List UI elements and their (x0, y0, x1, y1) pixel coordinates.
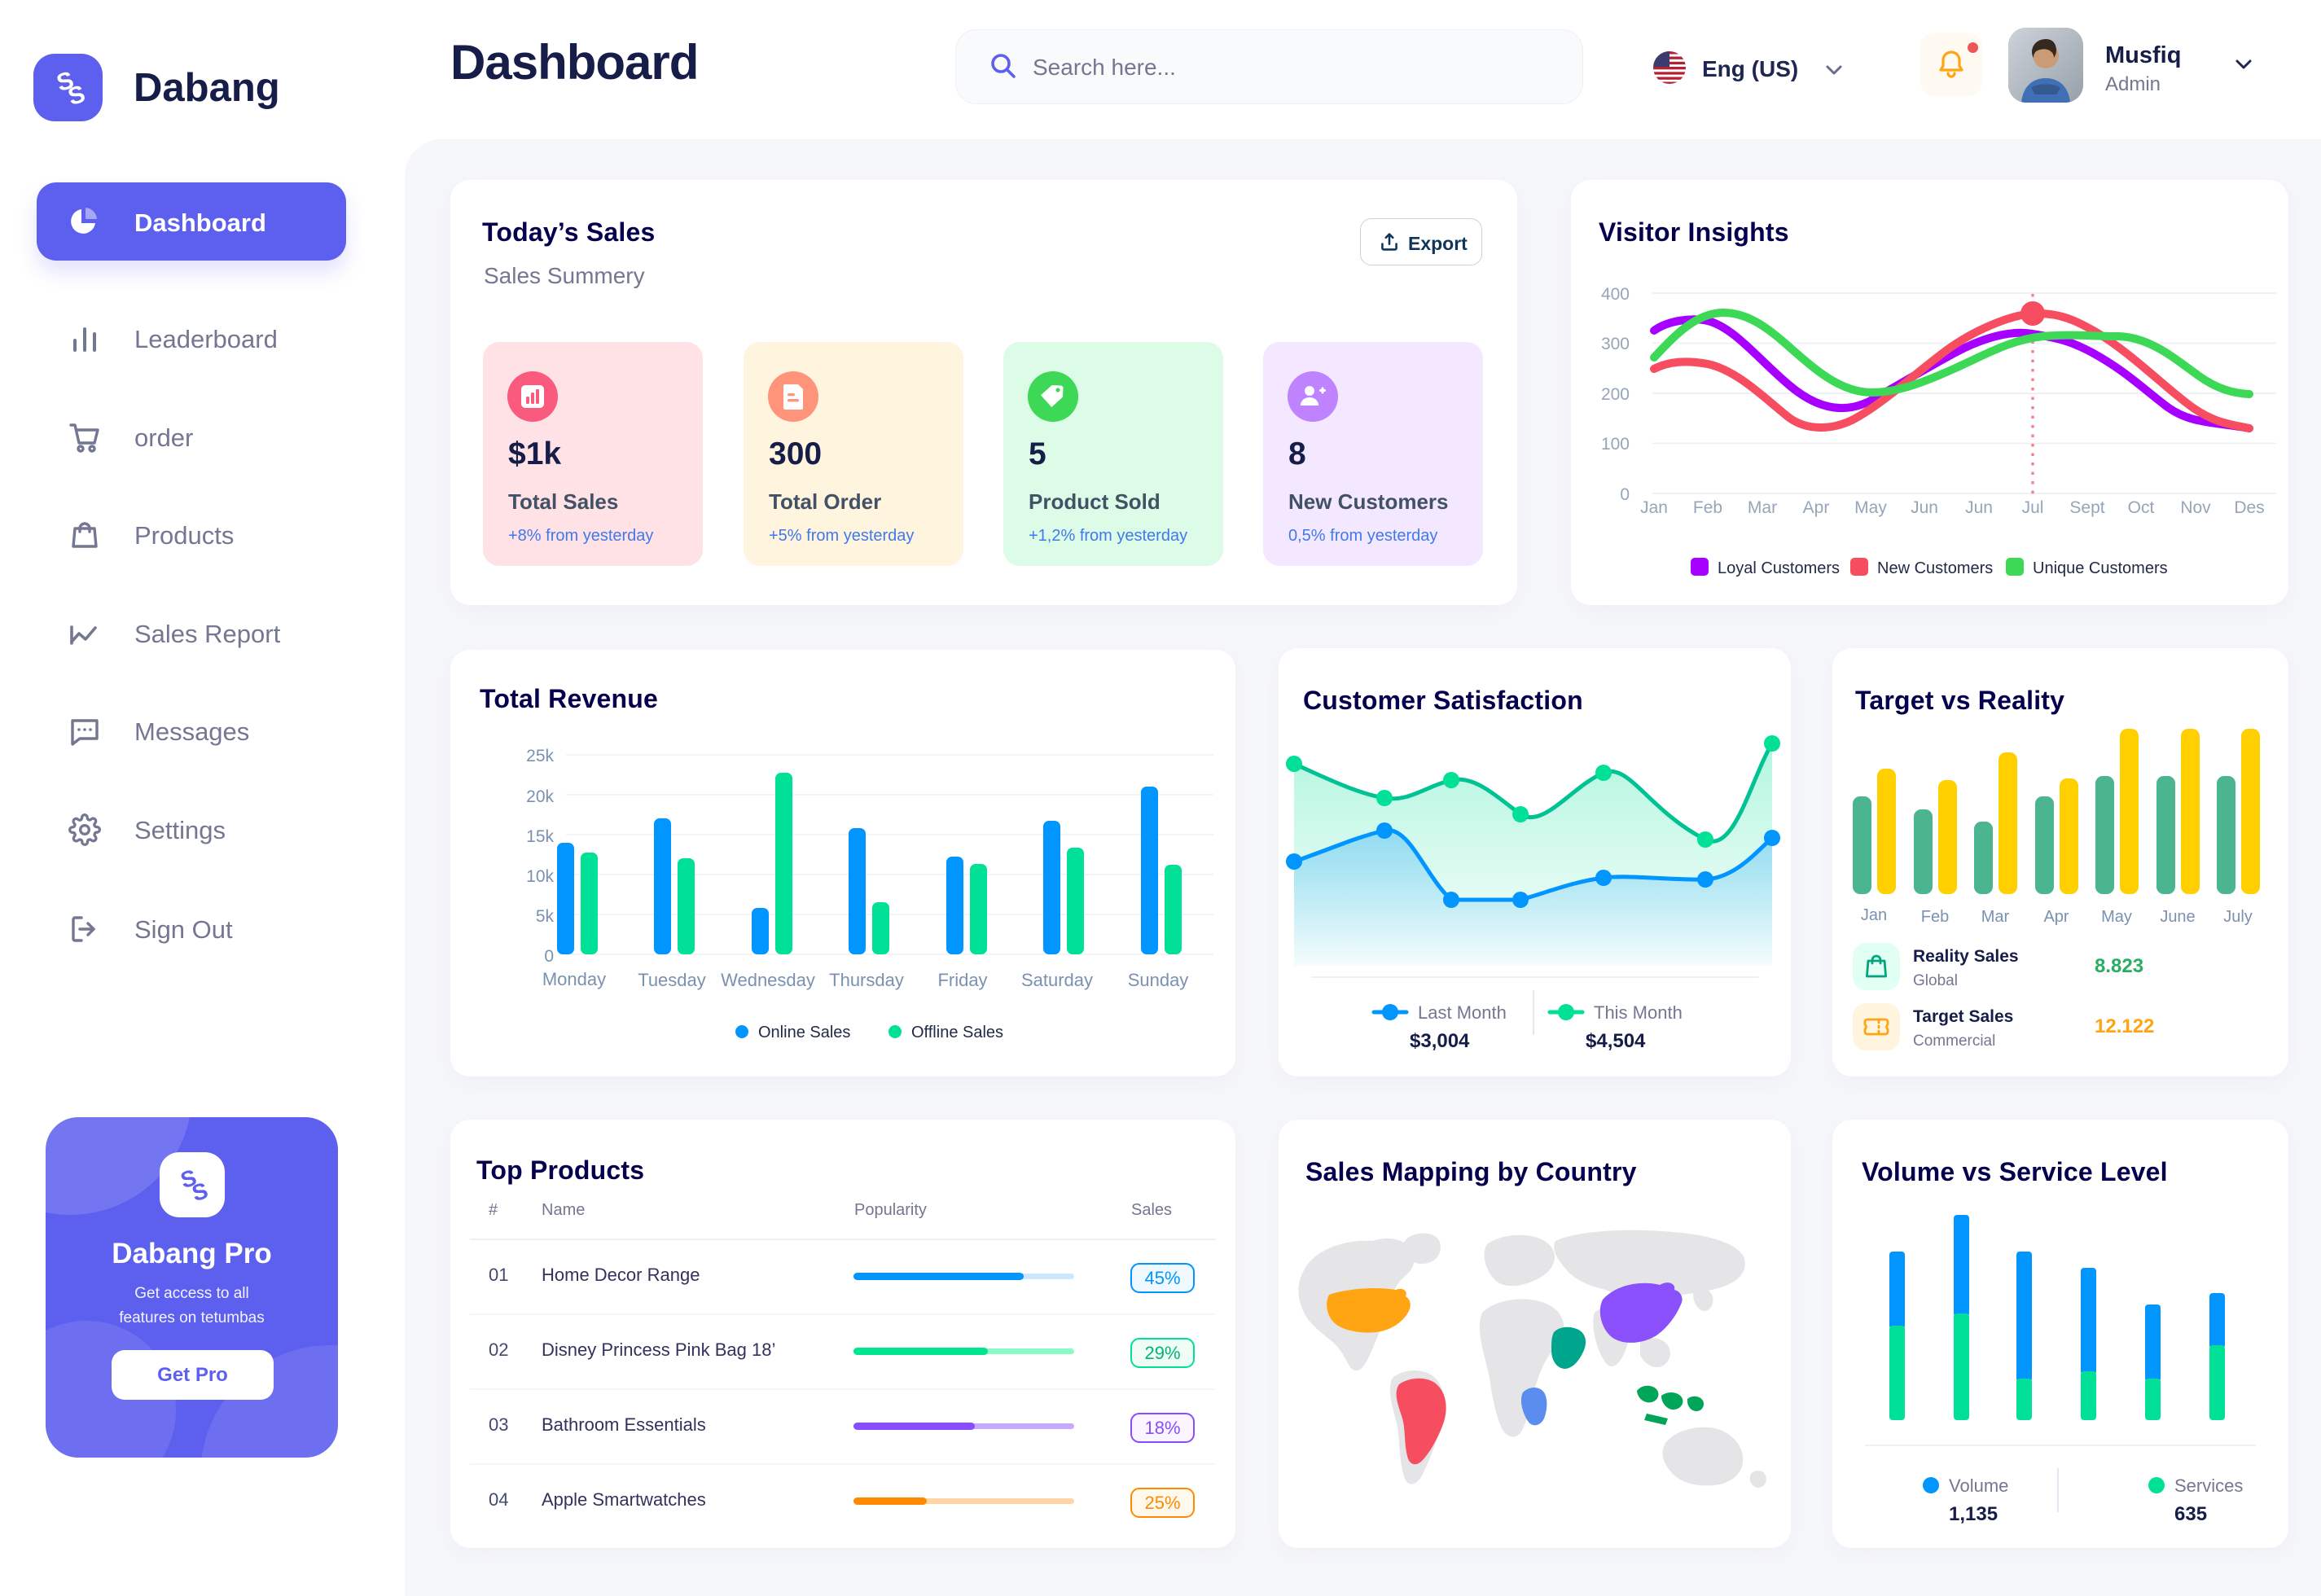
svg-text:Apr: Apr (1803, 498, 1830, 517)
svg-text:Tuesday: Tuesday (638, 970, 706, 990)
svg-text:Jan: Jan (1640, 498, 1668, 517)
svg-text:0: 0 (1620, 485, 1630, 504)
svg-text:Jan: Jan (1861, 906, 1887, 924)
svg-text:Des: Des (2234, 498, 2264, 517)
svg-text:25k: 25k (526, 747, 554, 765)
svg-text:10k: 10k (526, 867, 554, 886)
svg-text:Unique Customers: Unique Customers (2033, 559, 2168, 577)
svg-text:Feb: Feb (1693, 498, 1722, 517)
svg-text:Loyal Customers: Loyal Customers (1718, 559, 1840, 577)
svg-text:200: 200 (1601, 385, 1630, 404)
svg-text:Online Sales: Online Sales (758, 1024, 850, 1041)
svg-text:Feb: Feb (1921, 908, 1949, 926)
svg-text:May: May (1854, 498, 1887, 517)
svg-text:Wednesday: Wednesday (721, 970, 815, 990)
svg-text:S: S (65, 81, 88, 111)
svg-text:Mar: Mar (1981, 908, 2010, 926)
svg-text:100: 100 (1601, 435, 1630, 454)
svg-text:1,135: 1,135 (1949, 1503, 1998, 1525)
svg-text:Monday: Monday (542, 969, 606, 989)
svg-text:Sept: Sept (2069, 498, 2104, 517)
svg-text:This Month: This Month (1594, 1002, 1683, 1023)
svg-text:Sunday: Sunday (1128, 970, 1189, 990)
svg-text:Offline Sales: Offline Sales (911, 1024, 1003, 1041)
svg-text:July: July (2223, 908, 2253, 926)
svg-text:Jun: Jun (1965, 498, 1993, 517)
svg-text:S: S (189, 1177, 211, 1206)
svg-text:$3,004: $3,004 (1410, 1030, 1470, 1052)
svg-text:635: 635 (2174, 1503, 2207, 1525)
svg-text:Apr: Apr (2043, 908, 2069, 926)
svg-text:Last Month: Last Month (1418, 1002, 1507, 1023)
svg-text:0: 0 (544, 947, 554, 966)
svg-text:May: May (2101, 908, 2132, 926)
svg-text:New Customers: New Customers (1877, 559, 1993, 577)
svg-text:Saturday: Saturday (1021, 970, 1093, 990)
svg-text:June: June (2160, 908, 2195, 926)
svg-text:300: 300 (1601, 335, 1630, 353)
svg-text:Mar: Mar (1748, 498, 1777, 517)
svg-text:Oct: Oct (2128, 498, 2155, 517)
svg-text:Thursday: Thursday (829, 970, 904, 990)
svg-text:400: 400 (1601, 285, 1630, 304)
svg-text:$4,504: $4,504 (1586, 1030, 1646, 1052)
svg-text:5k: 5k (536, 907, 555, 926)
svg-text:Volume: Volume (1949, 1475, 2008, 1496)
svg-text:Friday: Friday (937, 970, 987, 990)
svg-text:Services: Services (2174, 1475, 2243, 1496)
svg-text:Jul: Jul (2022, 498, 2044, 517)
svg-text:20k: 20k (526, 787, 554, 806)
svg-text:Nov: Nov (2180, 498, 2211, 517)
svg-text:Jun: Jun (1911, 498, 1938, 517)
svg-text:15k: 15k (526, 827, 554, 846)
